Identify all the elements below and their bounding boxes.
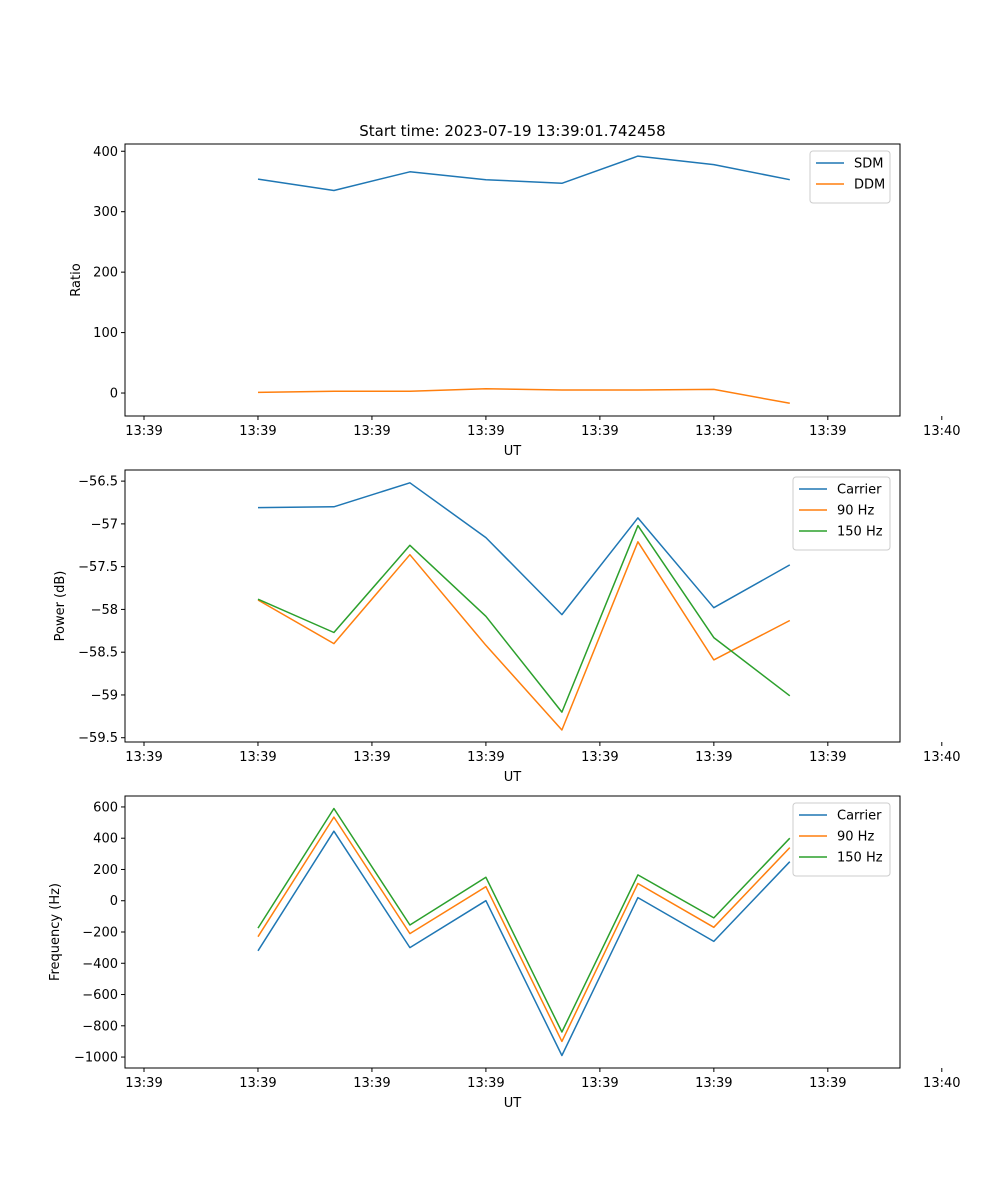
y-axis-label: Ratio xyxy=(69,263,84,296)
y-tick-label: 200 xyxy=(93,266,118,281)
x-tick-label: 13:40 xyxy=(923,1076,960,1091)
x-tick-label: 13:39 xyxy=(239,1076,276,1091)
y-tick-label: −57 xyxy=(91,517,118,532)
x-tick-label: 13:39 xyxy=(581,424,618,439)
x-tick-label: 13:39 xyxy=(695,1076,732,1091)
y-tick-label: −58.5 xyxy=(78,646,118,661)
y-tick-label: 400 xyxy=(93,145,118,160)
x-tick-label: 13:39 xyxy=(353,750,390,765)
y-tick-label: −800 xyxy=(82,1019,118,1034)
legend-label: 150 Hz xyxy=(837,851,883,866)
x-tick-label: 13:40 xyxy=(923,424,960,439)
y-tick-label: 0 xyxy=(110,387,118,402)
x-tick-label: 13:39 xyxy=(125,750,162,765)
legend-label: DDM xyxy=(854,178,885,193)
y-axis-label: Power (dB) xyxy=(53,571,68,642)
x-tick-label: 13:39 xyxy=(809,1076,846,1091)
y-tick-label: −59.5 xyxy=(78,731,118,746)
y-tick-label: −1000 xyxy=(74,1051,118,1066)
x-tick-label: 13:39 xyxy=(353,1076,390,1091)
x-axis-label: UT xyxy=(504,1096,522,1111)
x-tick-label: 13:39 xyxy=(581,750,618,765)
x-axis-label: UT xyxy=(504,444,522,459)
x-axis-label: UT xyxy=(504,770,522,785)
y-tick-label: −400 xyxy=(82,957,118,972)
series-line-carrier xyxy=(257,482,791,616)
y-axis-label: Frequency (Hz) xyxy=(48,883,63,981)
series-line-ddm xyxy=(257,388,790,405)
y-tick-label: −200 xyxy=(82,926,118,941)
x-tick-label: 13:39 xyxy=(467,424,504,439)
x-tick-label: 13:39 xyxy=(809,424,846,439)
series-line-90-hz xyxy=(257,816,791,1043)
legend-label: Carrier xyxy=(837,483,882,498)
y-tick-label: 0 xyxy=(110,894,118,909)
legend: SDM DDM xyxy=(809,150,891,204)
legend-label: 150 Hz xyxy=(837,525,883,540)
series-line-carrier xyxy=(257,830,791,1057)
x-tick-label: 13:39 xyxy=(809,750,846,765)
y-tick-label: 400 xyxy=(93,832,118,847)
y-tick-label: −57.5 xyxy=(78,560,118,575)
legend-label: Carrier xyxy=(837,809,882,824)
legend-label: 90 Hz xyxy=(837,504,874,519)
x-tick-label: 13:40 xyxy=(923,750,960,765)
y-tick-label: −56.5 xyxy=(78,475,118,490)
y-tick-label: −59 xyxy=(91,688,118,703)
axes-frame xyxy=(124,143,901,417)
y-tick-label: −600 xyxy=(82,988,118,1003)
legend: Carrier 90 Hz 150 Hz xyxy=(792,476,891,551)
series-line-150-hz xyxy=(257,524,791,713)
series-line-sdm xyxy=(257,155,790,192)
legend: Carrier 90 Hz 150 Hz xyxy=(792,802,891,877)
series-line-150-hz xyxy=(257,807,791,1033)
legend-label: 90 Hz xyxy=(837,830,874,845)
x-tick-label: 13:39 xyxy=(125,424,162,439)
x-tick-label: 13:39 xyxy=(695,424,732,439)
x-tick-label: 13:39 xyxy=(695,750,732,765)
x-tick-label: 13:39 xyxy=(467,750,504,765)
legend-label: SDM xyxy=(854,157,883,172)
y-tick-label: −58 xyxy=(91,603,118,618)
axes-frame xyxy=(124,469,901,743)
x-tick-label: 13:39 xyxy=(467,1076,504,1091)
chart-title: Start time: 2023-07-19 13:39:01.742458 xyxy=(359,122,665,140)
legend-box xyxy=(809,150,891,204)
x-tick-label: 13:39 xyxy=(239,750,276,765)
panel-frequency: 13:39 13:39 13:39 13:39 13:39 13:39 13:39 13:40… xyxy=(48,795,961,1111)
panel-ratio: 13:39 13:39 13:39 13:39 13:39 13:39 13:39 13:40… xyxy=(69,143,961,459)
panel-power: 13:39 13:39 13:39 13:39 13:39 13:39 13:39 13:40… xyxy=(53,469,961,785)
y-tick-label: 600 xyxy=(93,800,118,815)
y-tick-label: 100 xyxy=(93,326,118,341)
y-tick-label: 200 xyxy=(93,863,118,878)
series-line-90-hz xyxy=(257,541,791,731)
x-tick-label: 13:39 xyxy=(239,424,276,439)
y-tick-label: 300 xyxy=(93,205,118,220)
x-tick-label: 13:39 xyxy=(353,424,390,439)
x-tick-label: 13:39 xyxy=(125,1076,162,1091)
x-tick-label: 13:39 xyxy=(581,1076,618,1091)
